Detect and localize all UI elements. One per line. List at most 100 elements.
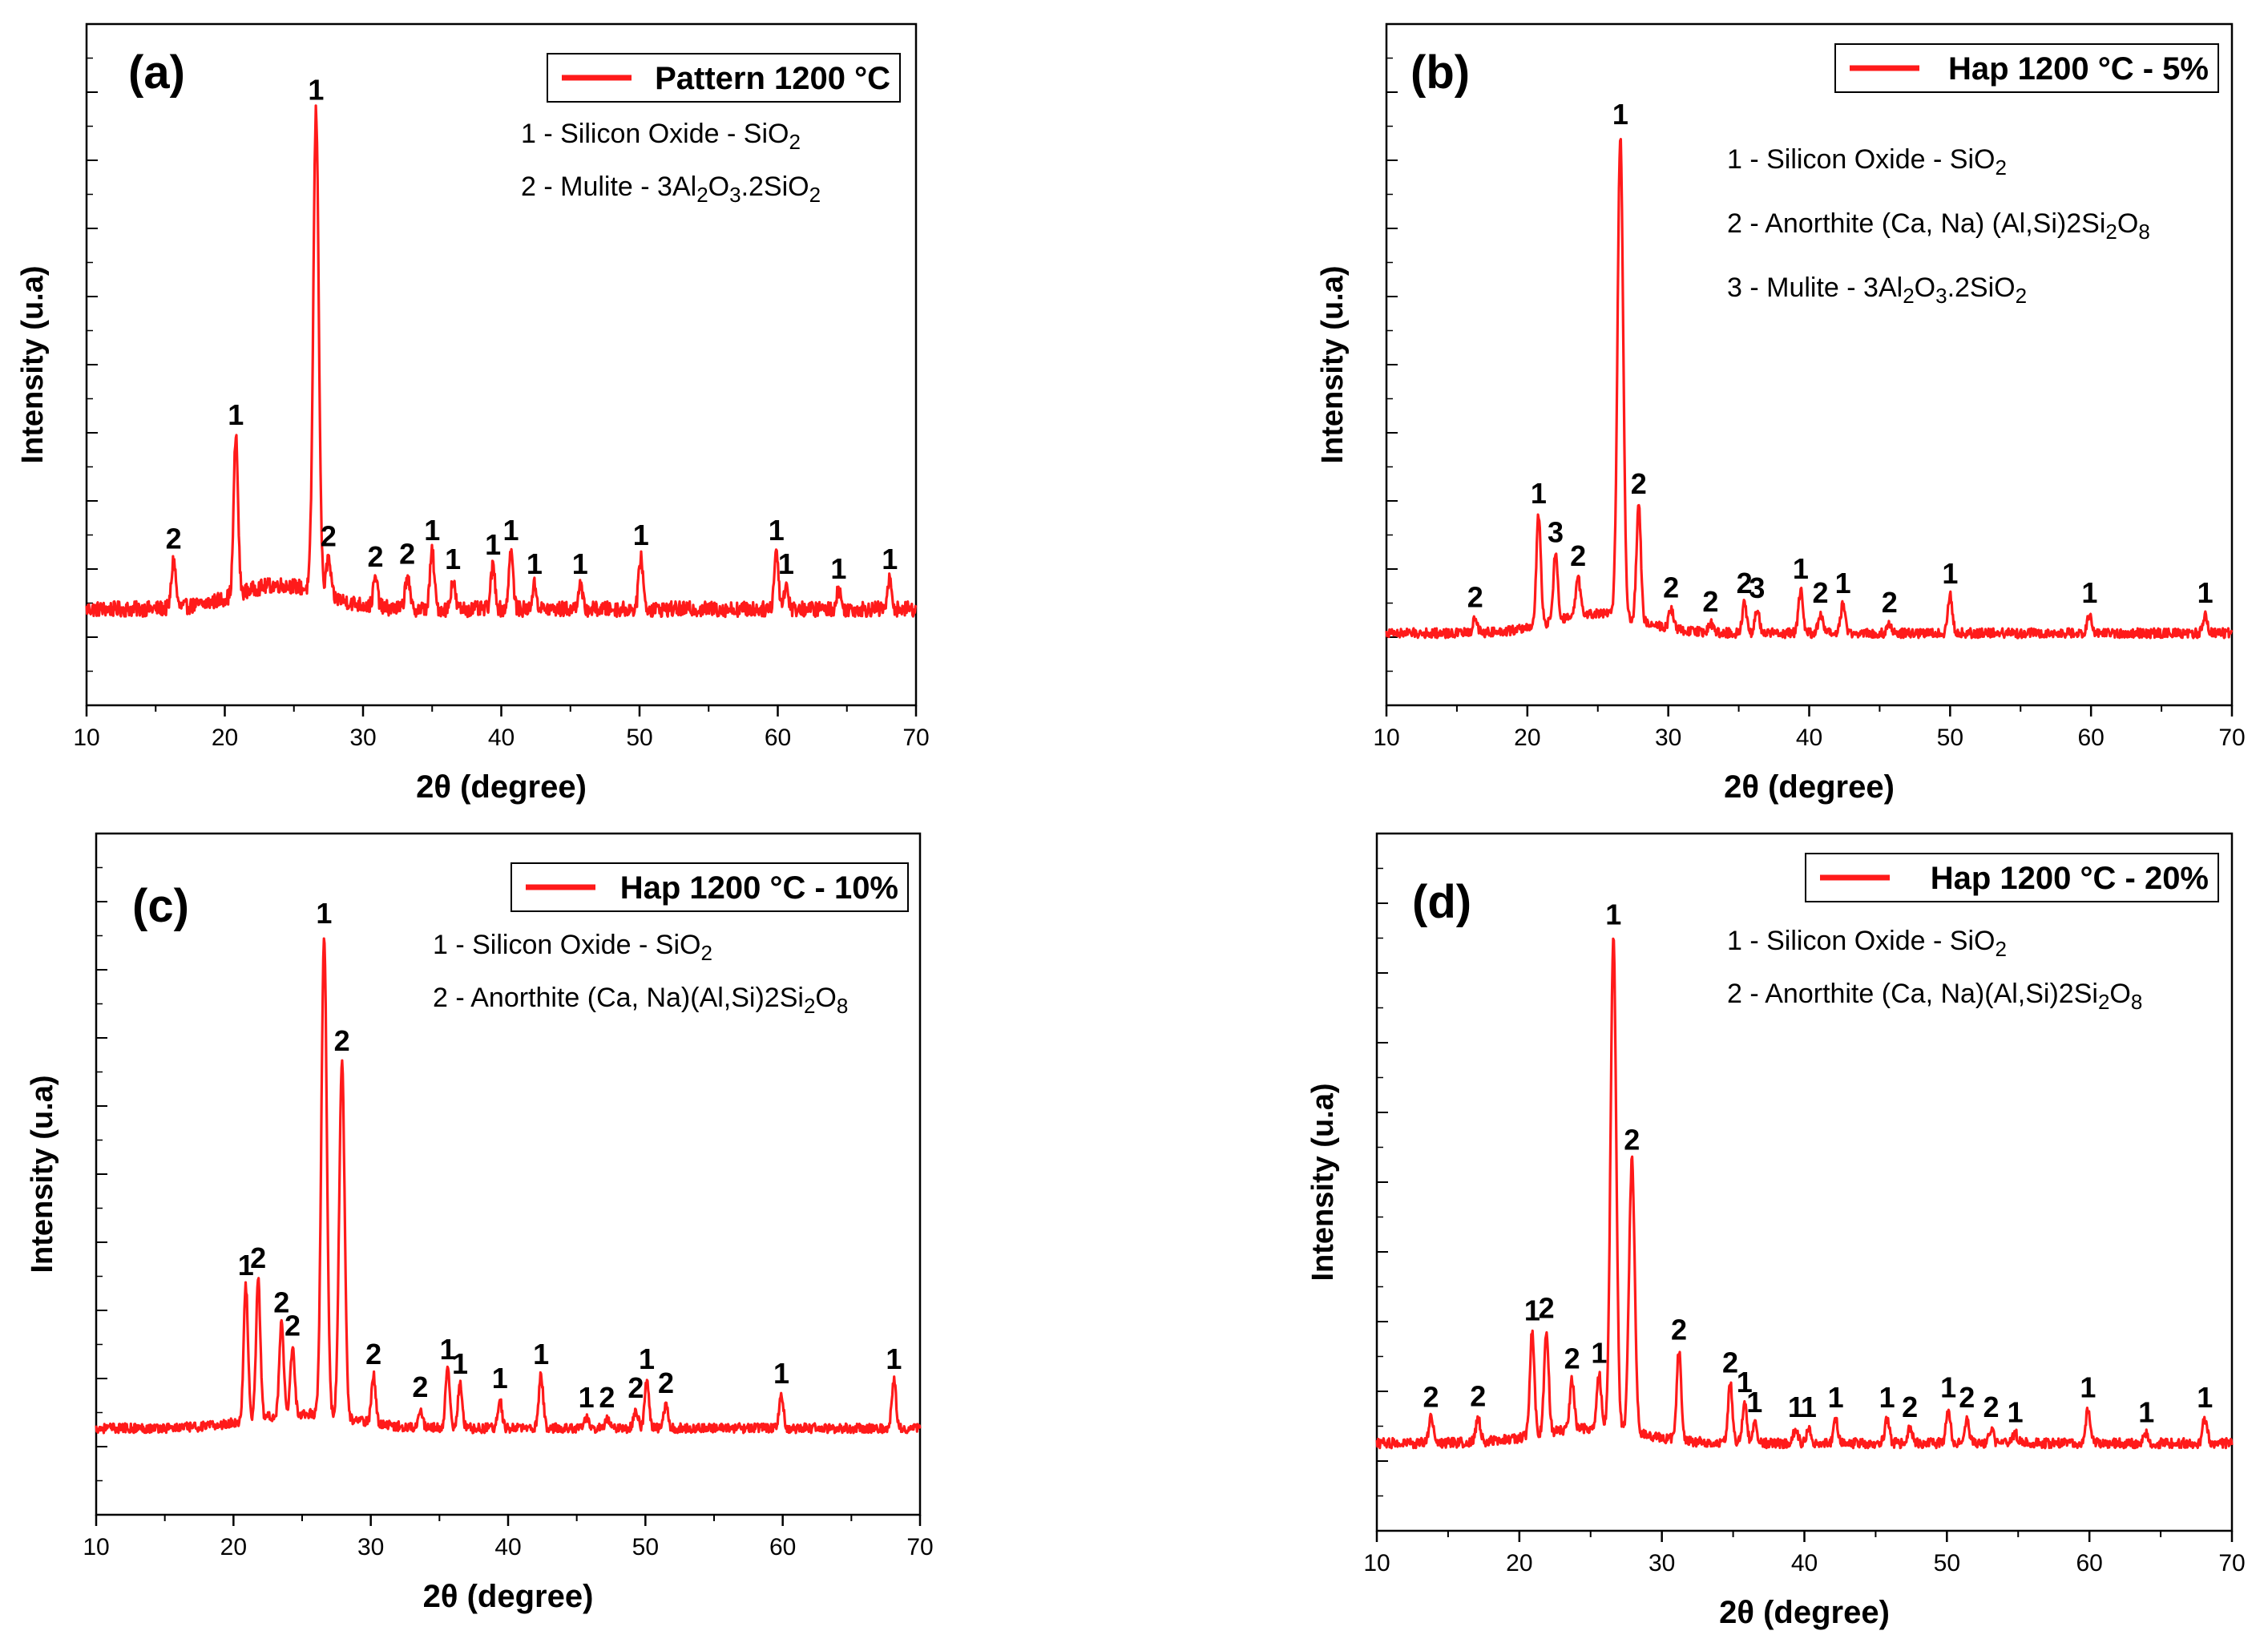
series-line bbox=[1385, 138, 2234, 640]
peak-label: 1 bbox=[1746, 1386, 1762, 1419]
x-tick-label: 10 bbox=[1373, 725, 1399, 751]
peak-label: 2 bbox=[1959, 1381, 1975, 1414]
peak-label: 1 bbox=[445, 543, 461, 575]
peak-label: 2 bbox=[1663, 571, 1679, 604]
peak-label: 2 bbox=[412, 1370, 428, 1403]
x-tick-label: 30 bbox=[357, 1534, 384, 1560]
peak-label: 2 bbox=[1631, 467, 1647, 500]
peak-label: 1 bbox=[308, 74, 324, 107]
peak-label: 2 bbox=[399, 538, 415, 571]
x-tick-label: 70 bbox=[906, 1534, 933, 1560]
legend-box bbox=[547, 53, 901, 103]
y-axis-label: Intensity (u.a) bbox=[1316, 265, 1350, 463]
peak-label: 2 bbox=[1564, 1342, 1580, 1375]
peak-label: 2 bbox=[1702, 585, 1718, 618]
x-tick-label: 50 bbox=[626, 725, 652, 751]
panel-d: 10 20 30 40 50 60 70 2θ (degree) Intensity (u.a)… bbox=[1306, 832, 2246, 1630]
peak-label: 1 bbox=[639, 1342, 655, 1375]
series-line bbox=[85, 104, 918, 619]
peak-label: 1 bbox=[485, 528, 501, 561]
peak-label: 2 bbox=[658, 1366, 674, 1399]
panel-label: (b) bbox=[1410, 46, 1470, 99]
x-axis-label: 2θ (degree) bbox=[1719, 1595, 1890, 1630]
x-tick-label: 30 bbox=[1655, 725, 1681, 751]
peak-label: 2 bbox=[1902, 1391, 1918, 1423]
peak-label: 1 bbox=[2008, 1395, 2024, 1428]
peak-label: 2 bbox=[1737, 567, 1753, 599]
peak-label: 2 bbox=[628, 1371, 644, 1404]
x-tick-label: 10 bbox=[1363, 1550, 1390, 1576]
peak-label: 1 bbox=[778, 547, 794, 580]
peak-label: 1 bbox=[830, 552, 846, 585]
x-tick-label: 60 bbox=[2077, 725, 2104, 751]
peak-label: 1 bbox=[633, 519, 649, 551]
peak-label: 2 bbox=[599, 1381, 615, 1414]
peak-label: 2 bbox=[250, 1241, 266, 1274]
peak-label: 2 bbox=[1983, 1391, 1999, 1423]
phase-key-2: 2 - Mulite - 3Al2O3.2SiO2 bbox=[521, 172, 821, 207]
panel-c: 10 20 30 40 50 60 70 2θ (degree) Intensity (u.a)… bbox=[26, 832, 934, 1614]
peak-label: 1 bbox=[1801, 1391, 1817, 1423]
peak-label: 1 bbox=[1940, 1371, 1956, 1404]
peak-label: 3 bbox=[1548, 516, 1564, 549]
phase-key-1: 1 - Silicon Oxide - SiO2 bbox=[521, 119, 801, 154]
legend-label: Pattern 1200 °C bbox=[655, 61, 890, 96]
peak-label: 2 bbox=[273, 1286, 289, 1319]
legend-label: Hap 1200 °C - 5% bbox=[1948, 51, 2209, 87]
x-tick-label: 40 bbox=[488, 725, 515, 751]
y-axis-label: Intensity (u.a) bbox=[1306, 1083, 1340, 1281]
x-tick-label: 10 bbox=[83, 1534, 109, 1560]
y-axis-label: Intensity (u.a) bbox=[16, 265, 50, 463]
series-line bbox=[1375, 937, 2234, 1450]
peak-label: 1 bbox=[238, 1249, 254, 1282]
x-axis-label: 2θ (degree) bbox=[1724, 769, 1895, 805]
x-tick-label: 60 bbox=[769, 1534, 796, 1560]
peak-label: 1 bbox=[769, 514, 785, 547]
peak-label: 1 bbox=[1828, 1381, 1844, 1414]
x-axis-label: 2θ (degree) bbox=[416, 769, 587, 805]
x-tick-label: 10 bbox=[73, 725, 99, 751]
x-tick-label: 70 bbox=[902, 725, 929, 751]
x-tick-label: 20 bbox=[212, 725, 238, 751]
peak-label: 1 bbox=[527, 547, 543, 580]
x-tick-label: 70 bbox=[2218, 725, 2245, 751]
legend-label: Hap 1200 °C - 20% bbox=[1931, 861, 2209, 896]
legend-label: Hap 1200 °C - 10% bbox=[620, 870, 898, 906]
panel-label: (c) bbox=[132, 880, 189, 932]
x-tick-label: 40 bbox=[1791, 1550, 1818, 1576]
phase-key-2: 2 - Anorthite (Ca, Na) (Al,Si)2Si2O8 bbox=[1727, 208, 2150, 244]
x-tick-label: 40 bbox=[1796, 725, 1822, 751]
x-tick-label: 30 bbox=[349, 725, 376, 751]
peak-label: 2 bbox=[365, 1338, 381, 1370]
peak-label: 1 bbox=[1605, 898, 1621, 930]
peak-label: 2 bbox=[1423, 1381, 1439, 1414]
peak-label: 1 bbox=[1612, 98, 1628, 131]
x-tick-label: 60 bbox=[765, 725, 791, 751]
peak-label: 2 bbox=[1539, 1292, 1555, 1325]
peak-label: 1 bbox=[882, 543, 898, 575]
peak-label: 1 bbox=[452, 1347, 468, 1380]
peak-label: 1 bbox=[2080, 1371, 2096, 1404]
peak-label: 2 bbox=[1467, 580, 1483, 613]
phase-key-3: 3 - Mulite - 3Al2O3.2SiO2 bbox=[1727, 272, 2027, 308]
x-tick-label: 30 bbox=[1649, 1550, 1675, 1576]
peak-label: 2 bbox=[285, 1309, 301, 1342]
peak-label: 2 bbox=[368, 540, 384, 573]
x-tick-label: 20 bbox=[220, 1534, 247, 1560]
phase-key-1: 1 - Silicon Oxide - SiO2 bbox=[1727, 926, 2007, 961]
peak-label: 1 bbox=[773, 1357, 789, 1390]
peak-label: 1 bbox=[440, 1333, 456, 1366]
peak-label: 1 bbox=[1737, 1366, 1753, 1399]
peak-label: 2 bbox=[1813, 576, 1829, 609]
x-tick-label: 50 bbox=[632, 1534, 659, 1560]
panel-a: 10 20 30 40 50 60 70 2θ (degree) Intensity (u.a)… bbox=[16, 22, 930, 805]
peak-label: 1 bbox=[1793, 552, 1809, 585]
peak-label: 1 bbox=[2138, 1395, 2154, 1428]
peak-label: 1 bbox=[1531, 477, 1547, 510]
x-tick-label: 70 bbox=[2218, 1550, 2245, 1576]
peak-label: 1 bbox=[533, 1338, 549, 1370]
peak-label: 1 bbox=[572, 547, 588, 580]
peak-label: 2 bbox=[334, 1024, 350, 1057]
